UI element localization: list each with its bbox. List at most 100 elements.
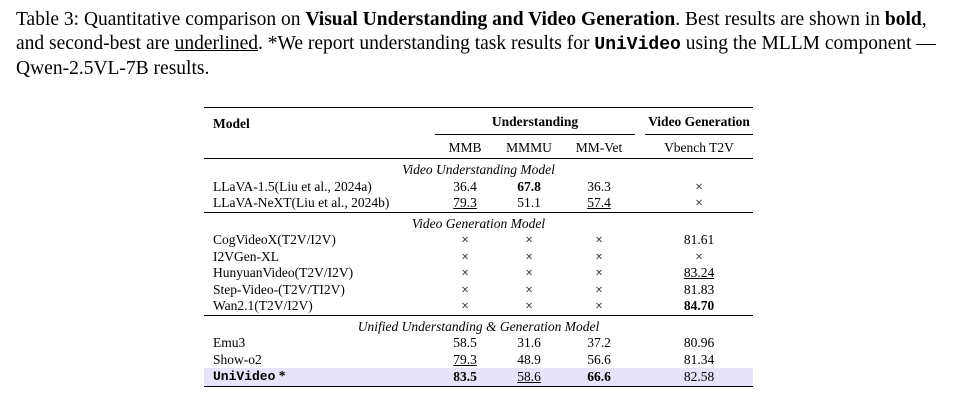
- cell-gap: [635, 298, 645, 316]
- table-row: Wan2.1(T2V/I2V) × × × 84.70: [204, 298, 753, 316]
- header-gap: [635, 137, 645, 159]
- cell-mmmu: ×: [525, 281, 533, 297]
- cell-mmvet: ×: [595, 265, 603, 280]
- cell-gap: [635, 352, 645, 369]
- header-video-generation: Video Generation: [645, 108, 753, 138]
- cell-mmmu: 51.1: [495, 195, 563, 213]
- cell-vbench: 81.83: [683, 281, 715, 297]
- header-model: Model: [213, 116, 250, 131]
- table-row: HunyuanVideo(T2V/I2V) × × × 83.24: [204, 265, 753, 282]
- cell-model-name: UniVideo: [213, 369, 276, 384]
- cell-model: Show-o2: [213, 351, 262, 367]
- caption-bold-title: Visual Understanding and Video Generatio…: [305, 9, 676, 30]
- section-title-row: Video Understanding Model: [204, 159, 753, 179]
- cell-model-suffix: *: [275, 368, 286, 383]
- cell-mmvet: ×: [595, 248, 603, 264]
- cell-gap: [635, 265, 645, 282]
- cell-mmvet: 57.4: [587, 195, 611, 210]
- video-generation-rule: [645, 133, 753, 135]
- section-title-row: Unified Understanding & Generation Model: [204, 315, 753, 335]
- table-row: I2VGen-XL × × × ×: [204, 249, 753, 266]
- table-row: LLaVA-NeXT(Liu et al., 2024b) 79.3 51.1 …: [204, 195, 753, 213]
- table-row-highlighted: UniVideo * 83.5 58.6 66.6 82.58: [204, 368, 753, 387]
- cell-gap: [635, 195, 645, 213]
- cell-mmvet: 37.2: [587, 335, 611, 350]
- cell-mmmu: ×: [525, 232, 533, 247]
- caption-text: Table 3: Quantitative comparison on: [16, 9, 306, 30]
- cell-vbench: 80.96: [683, 335, 715, 350]
- cell-gap: [635, 249, 645, 266]
- header-vbench: Vbench T2V: [645, 137, 753, 159]
- cell-mmb: 79.3: [453, 351, 477, 367]
- cell-mmb: 79.3: [453, 195, 477, 210]
- header-mmvet: MM-Vet: [563, 137, 635, 159]
- cell-model: HunyuanVideo(T2V/I2V): [213, 265, 354, 280]
- cell-mmb: ×: [461, 265, 469, 280]
- cell-model: Wan2.1(T2V/I2V): [204, 298, 435, 316]
- cell-mmvet: ×: [595, 281, 603, 297]
- caption-text: . *We report understanding task results …: [258, 33, 595, 54]
- cell-mmb: 83.5: [435, 368, 495, 387]
- header-empty: [204, 137, 435, 159]
- header-mmmu: MMMU: [495, 137, 563, 159]
- cell-mmb: ×: [461, 232, 469, 247]
- cell-vbench: 82.58: [645, 368, 753, 387]
- cell-vbench: 81.61: [683, 232, 715, 247]
- understanding-rule: [435, 133, 635, 135]
- cell-mmvet: 36.3: [587, 178, 611, 194]
- header-gap: [635, 108, 645, 138]
- caption-bold-word: bold: [884, 9, 922, 30]
- caption-text: , and second-best are: [16, 9, 927, 54]
- header-understanding: Understanding: [435, 108, 635, 138]
- header-row-groups: Model Understanding Video Generation: [204, 107, 753, 138]
- comparison-table-wrapper: Model Understanding Video Generation MMB…: [204, 107, 753, 387]
- table-caption: Table 3: Quantitative comparison on Visu…: [16, 8, 951, 81]
- cell-model: UniVideo *: [204, 368, 435, 387]
- cell-vbench: 83.24: [683, 265, 715, 280]
- cell-model: Emu3: [213, 335, 246, 350]
- cell-gap: [635, 232, 645, 249]
- cell-model: LLaVA-1.5(Liu et al., 2024a): [213, 178, 372, 194]
- cell-vbench: ×: [645, 195, 753, 213]
- cell-mmmu: ×: [525, 248, 533, 264]
- cell-mmmu: 58.6: [517, 368, 541, 384]
- cell-vbench: 84.70: [645, 298, 753, 316]
- cell-mmmu: ×: [525, 265, 533, 280]
- cell-mmvet: 66.6: [563, 368, 635, 387]
- cell-mmb: 58.5: [453, 335, 477, 350]
- cell-gap: [635, 368, 645, 387]
- header-understanding-label: Understanding: [491, 114, 579, 129]
- table-row: LLaVA-1.5(Liu et al., 2024a) 36.4 67.8 3…: [204, 179, 753, 196]
- section-title: Video Generation Model: [411, 215, 546, 231]
- section-title: Unified Understanding & Generation Model: [357, 318, 600, 334]
- cell-mmmu: 48.9: [517, 351, 541, 367]
- header-video-generation-label: Video Generation: [648, 114, 750, 129]
- table-row: CogVideoX(T2V/I2V) × × × 81.61: [204, 232, 753, 249]
- section-title: Video Understanding Model: [402, 162, 555, 177]
- cell-model: Step-Video-(T2V/TI2V): [213, 281, 345, 297]
- cell-gap: [635, 335, 645, 352]
- cell-model: CogVideoX(T2V/I2V): [213, 232, 336, 247]
- cell-mmmu: 67.8: [517, 178, 541, 194]
- cell-mmmu: 31.6: [517, 335, 541, 350]
- caption-model-name: UniVideo: [594, 35, 681, 55]
- table-row: Show-o2 79.3 48.9 56.6 81.34: [204, 352, 753, 369]
- table-row: Emu3 58.5 31.6 37.2 80.96: [204, 335, 753, 352]
- caption-text: . Best results are shown in: [675, 9, 885, 30]
- table-row: Step-Video-(T2V/TI2V) × × × 81.83: [204, 282, 753, 299]
- cell-mmb: ×: [435, 298, 495, 316]
- cell-mmmu: ×: [495, 298, 563, 316]
- cell-vbench: ×: [695, 248, 703, 264]
- caption-text: using the MLLM component — Qwen-2.5VL-7B…: [16, 33, 936, 79]
- cell-mmb: 36.4: [453, 178, 477, 194]
- cell-mmvet: 56.6: [587, 351, 611, 367]
- cell-vbench: ×: [695, 178, 703, 194]
- cell-mmb: ×: [461, 281, 469, 297]
- caption-underlined-word: underlined: [174, 33, 259, 54]
- cell-gap: [635, 179, 645, 196]
- comparison-table: Model Understanding Video Generation MMB…: [204, 107, 753, 387]
- cell-model: I2VGen-XL: [213, 248, 279, 264]
- cell-gap: [635, 282, 645, 299]
- header-mmb: MMB: [435, 137, 495, 159]
- cell-mmvet: ×: [563, 298, 635, 316]
